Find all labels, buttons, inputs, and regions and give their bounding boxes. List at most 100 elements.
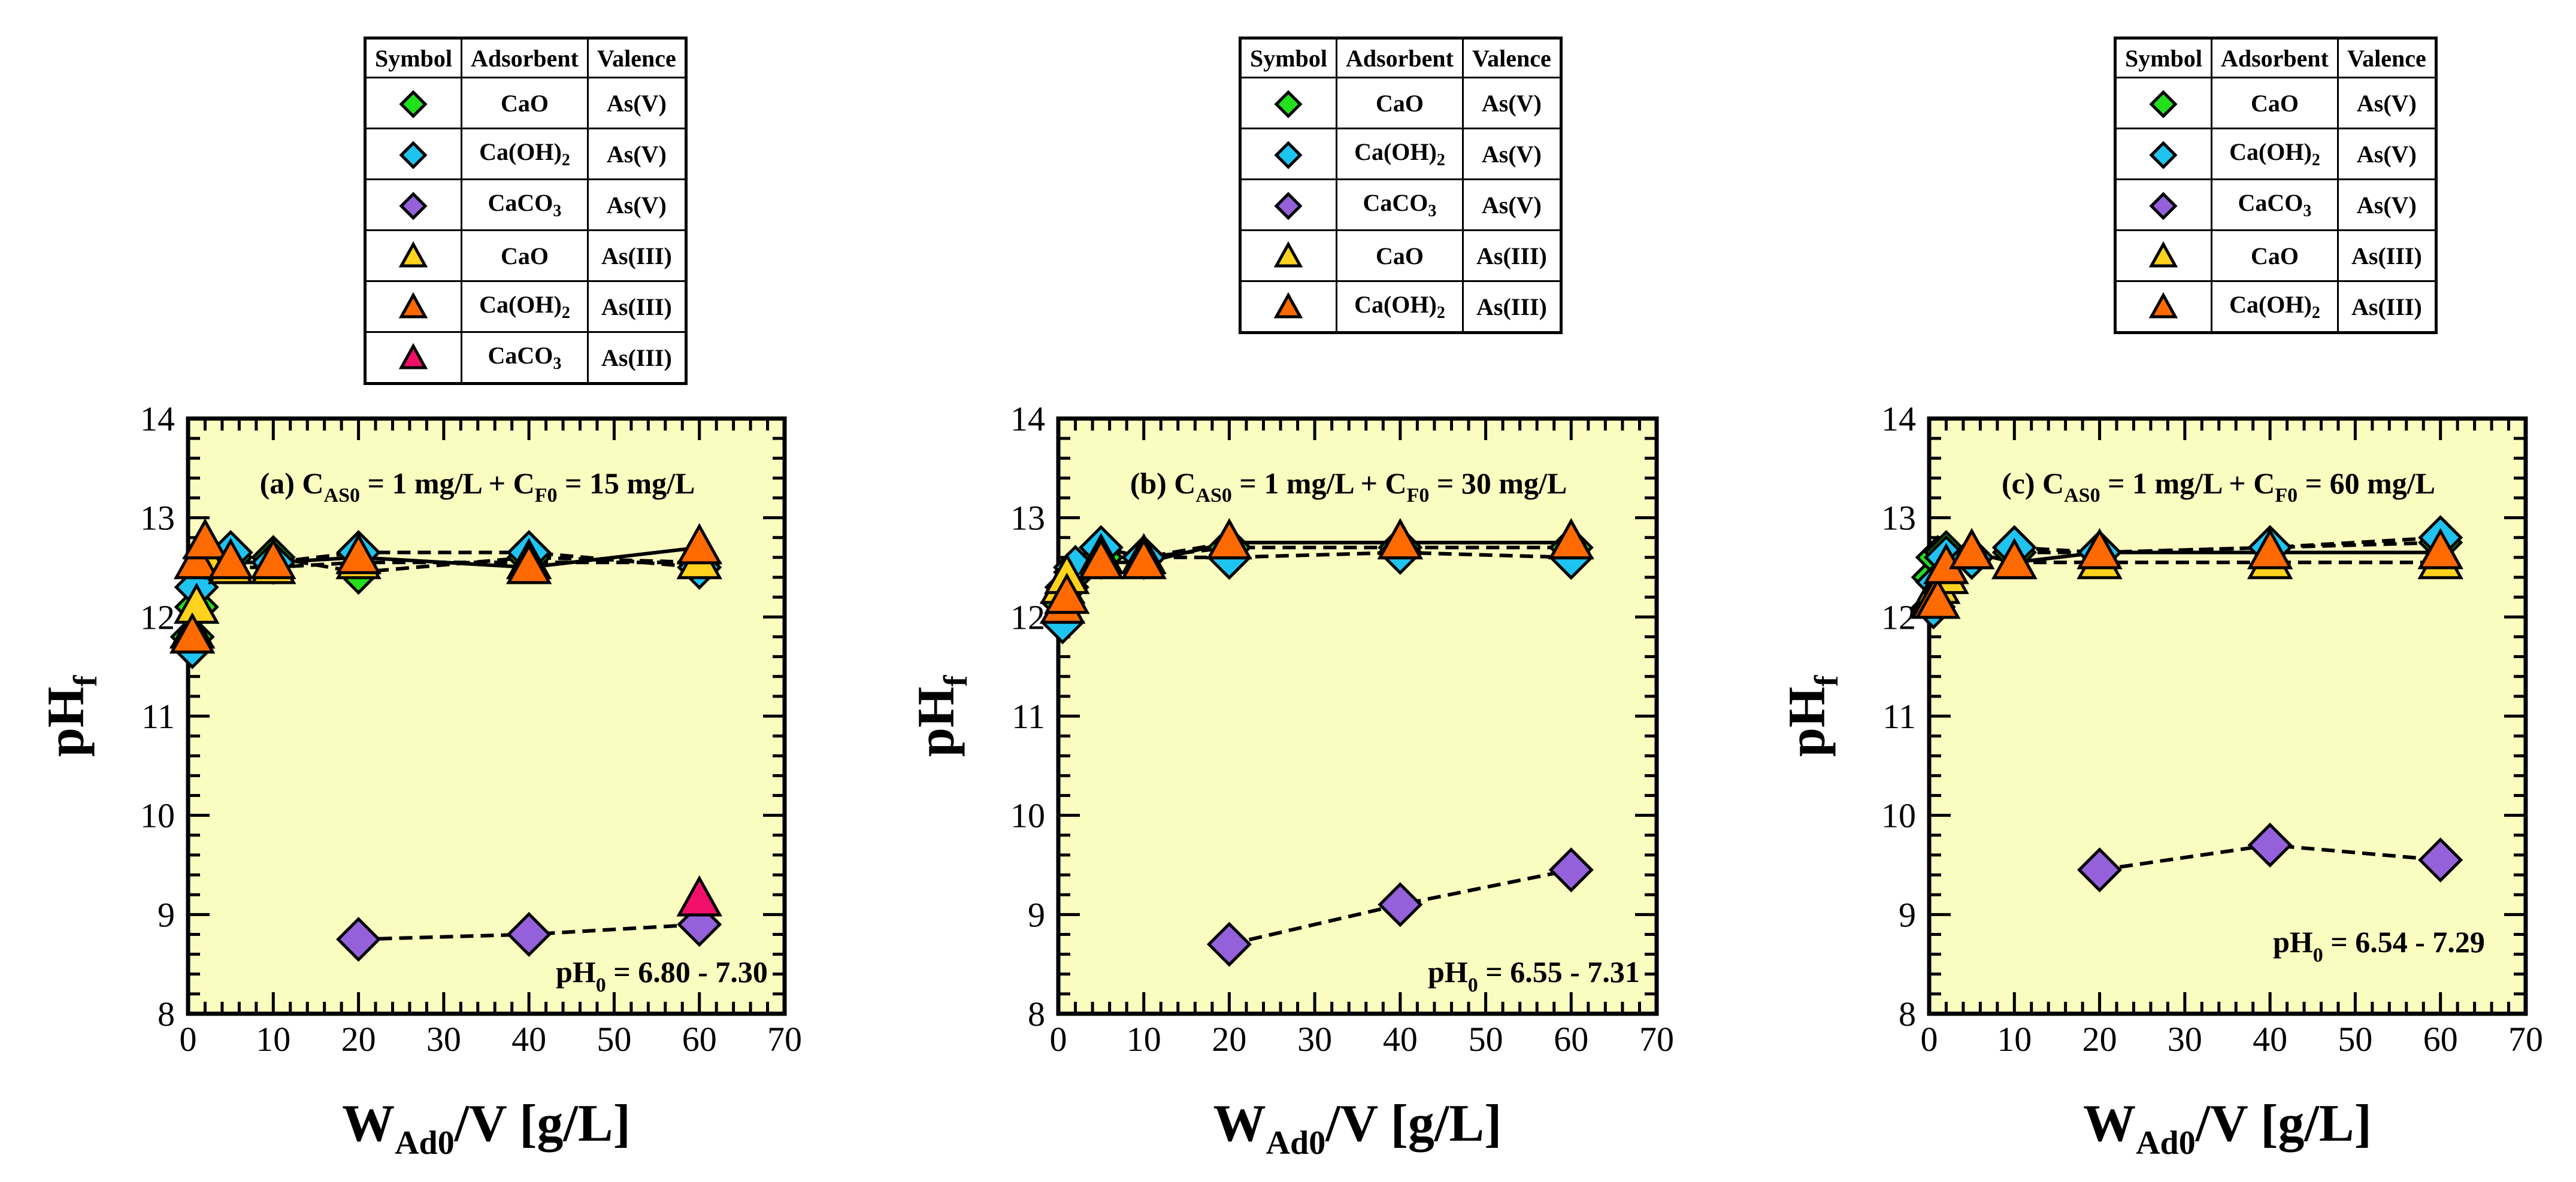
text-part: pH — [2273, 925, 2313, 959]
legend-header: Symbol Adsorbent Valence — [2114, 37, 2437, 78]
adsorbent-name: CaO — [2250, 89, 2299, 117]
adsorbent-name: CaO — [1375, 242, 1424, 269]
triangle-marker-icon — [2149, 241, 2178, 268]
legend-symbol — [1239, 128, 1337, 180]
adsorbent-name: Ca(OH) — [1354, 291, 1437, 318]
x-tick-label: 10 — [1127, 1020, 1161, 1059]
text-part: F0 — [2275, 484, 2297, 507]
x-tick-label: 40 — [2253, 1020, 2287, 1059]
x-tick-label: 30 — [426, 1020, 461, 1059]
legend-adsorbent: Ca(OH)2 — [460, 128, 589, 180]
diamond-icon — [1274, 192, 1303, 220]
legend-symbol — [364, 128, 462, 180]
y-tick-label: 8 — [1028, 995, 1045, 1034]
legend-header-cell: Valence — [586, 37, 687, 78]
adsorbent-name: CaCO — [488, 189, 553, 216]
legend-valence: As(V) — [1461, 178, 1562, 231]
data-point — [506, 911, 552, 957]
y-tick-label: 12 — [140, 598, 175, 637]
legend-adsorbent: CaO — [2210, 77, 2339, 129]
adsorbent-name: CaO — [500, 89, 549, 117]
y-tick-label: 8 — [158, 995, 175, 1034]
y-tick-label: 14 — [140, 399, 175, 438]
text-part: (c) C — [2002, 466, 2064, 500]
data-point — [1206, 518, 1252, 560]
x-tick-label: 0 — [180, 1020, 197, 1059]
text-part: W — [1213, 1095, 1266, 1153]
x-tick-label: 0 — [1050, 1020, 1067, 1059]
text-part: W — [2083, 1095, 2136, 1153]
y-tick-label: 12 — [1010, 598, 1045, 637]
triangle-icon — [399, 343, 428, 369]
text-part: pH — [1778, 687, 1836, 757]
x-axis-label: WAd0/V [g/L] — [2083, 1095, 2372, 1162]
legend-adsorbent: CaCO3 — [1335, 178, 1464, 231]
legend-valence: As(III) — [1461, 229, 1562, 282]
legend-adsorbent: Ca(OH)2 — [460, 280, 589, 333]
adsorbent-name: Ca(OH) — [2229, 291, 2312, 318]
series-line — [1061, 545, 1572, 622]
text-part: = 30 mg/L — [1429, 466, 1567, 500]
panel-b: 0 10 20 30 40 50 60 70 8 9 10 11 12 13 14 WAd0/V [g/L] p… — [907, 399, 1674, 1162]
data-point — [336, 917, 382, 962]
x-tick-label: 60 — [1554, 1020, 1588, 1059]
text-part: f — [67, 675, 104, 687]
x-tick-label: 30 — [2168, 1020, 2202, 1059]
data-point — [1377, 518, 1424, 560]
series-caco3-as-iii- — [676, 875, 722, 917]
series-line — [190, 555, 700, 637]
text-part: F0 — [1407, 484, 1430, 507]
data-point — [2247, 822, 2293, 868]
triangle-icon — [2149, 292, 2178, 319]
legend-adsorbent: CaO — [460, 229, 589, 282]
x-tick-label: 40 — [1383, 1020, 1418, 1059]
legend-valence: As(III) — [1461, 280, 1562, 334]
text-part: = 6.55 - 7.31 — [1478, 955, 1640, 989]
legend-header-cell: Adsorbent — [2210, 37, 2339, 78]
x-tick-label: 10 — [256, 1020, 290, 1059]
triangle-icon — [1274, 292, 1303, 319]
text-part: Ad0 — [1266, 1125, 1326, 1162]
legend-valence: As(V) — [586, 178, 687, 231]
diamond-icon — [2149, 192, 2178, 220]
text-part: 0 — [1468, 974, 1478, 996]
adsorbent-name: Ca(OH) — [2229, 138, 2312, 165]
panel-c: 0 10 20 30 40 50 60 70 8 9 10 11 12 13 14 WAd0/V [g/L] p… — [1778, 399, 2543, 1162]
legend-adsorbent: CaCO3 — [460, 178, 589, 231]
data-point — [1078, 538, 1124, 580]
y-tick-label: 10 — [140, 796, 175, 835]
adsorbent-subscript: 3 — [1428, 202, 1437, 220]
legend-header-cell: Symbol — [364, 37, 462, 78]
text-part: Ad0 — [395, 1125, 455, 1162]
adsorbent-subscript: 2 — [561, 304, 570, 322]
text-part: /V [g/L] — [454, 1095, 631, 1153]
adsorbent-subscript: 2 — [561, 151, 570, 169]
data-point — [2418, 837, 2463, 883]
data-point — [173, 538, 220, 580]
legend-symbol — [1239, 178, 1337, 231]
legend-row: CaCO3 As(V) — [2114, 178, 2437, 231]
panel-title: (b) CAS0 = 1 mg/L + CF0 = 30 mg/L — [1130, 466, 1567, 507]
adsorbent-subscript: 2 — [1436, 304, 1445, 322]
legend-row: Ca(OH)2 As(III) — [1239, 280, 1562, 334]
diamond-marker-icon — [1274, 141, 1303, 169]
y-tick-label: 14 — [1881, 399, 1916, 438]
data-point — [250, 538, 296, 580]
text-part: pH — [907, 687, 965, 757]
text-part: AS0 — [1195, 484, 1231, 507]
x-tick-label: 70 — [1639, 1020, 1674, 1059]
x-tick-label: 0 — [1921, 1020, 1938, 1059]
data-point — [1991, 538, 2038, 580]
data-point — [505, 542, 552, 584]
legend-symbol — [364, 331, 462, 384]
legend-valence: As(V) — [1461, 128, 1562, 180]
text-part: 0 — [2313, 944, 2323, 966]
adsorbent-name: Ca(OH) — [1354, 138, 1437, 165]
legend-adsorbent: CaCO3 — [2210, 178, 2339, 231]
diamond-marker-icon — [2149, 90, 2178, 119]
adsorbent-subscript: 2 — [2311, 304, 2320, 322]
legend-row: CaO As(V) — [2114, 77, 2437, 129]
data-point — [2077, 847, 2123, 893]
triangle-icon — [2149, 241, 2178, 268]
diamond-icon — [399, 192, 428, 220]
